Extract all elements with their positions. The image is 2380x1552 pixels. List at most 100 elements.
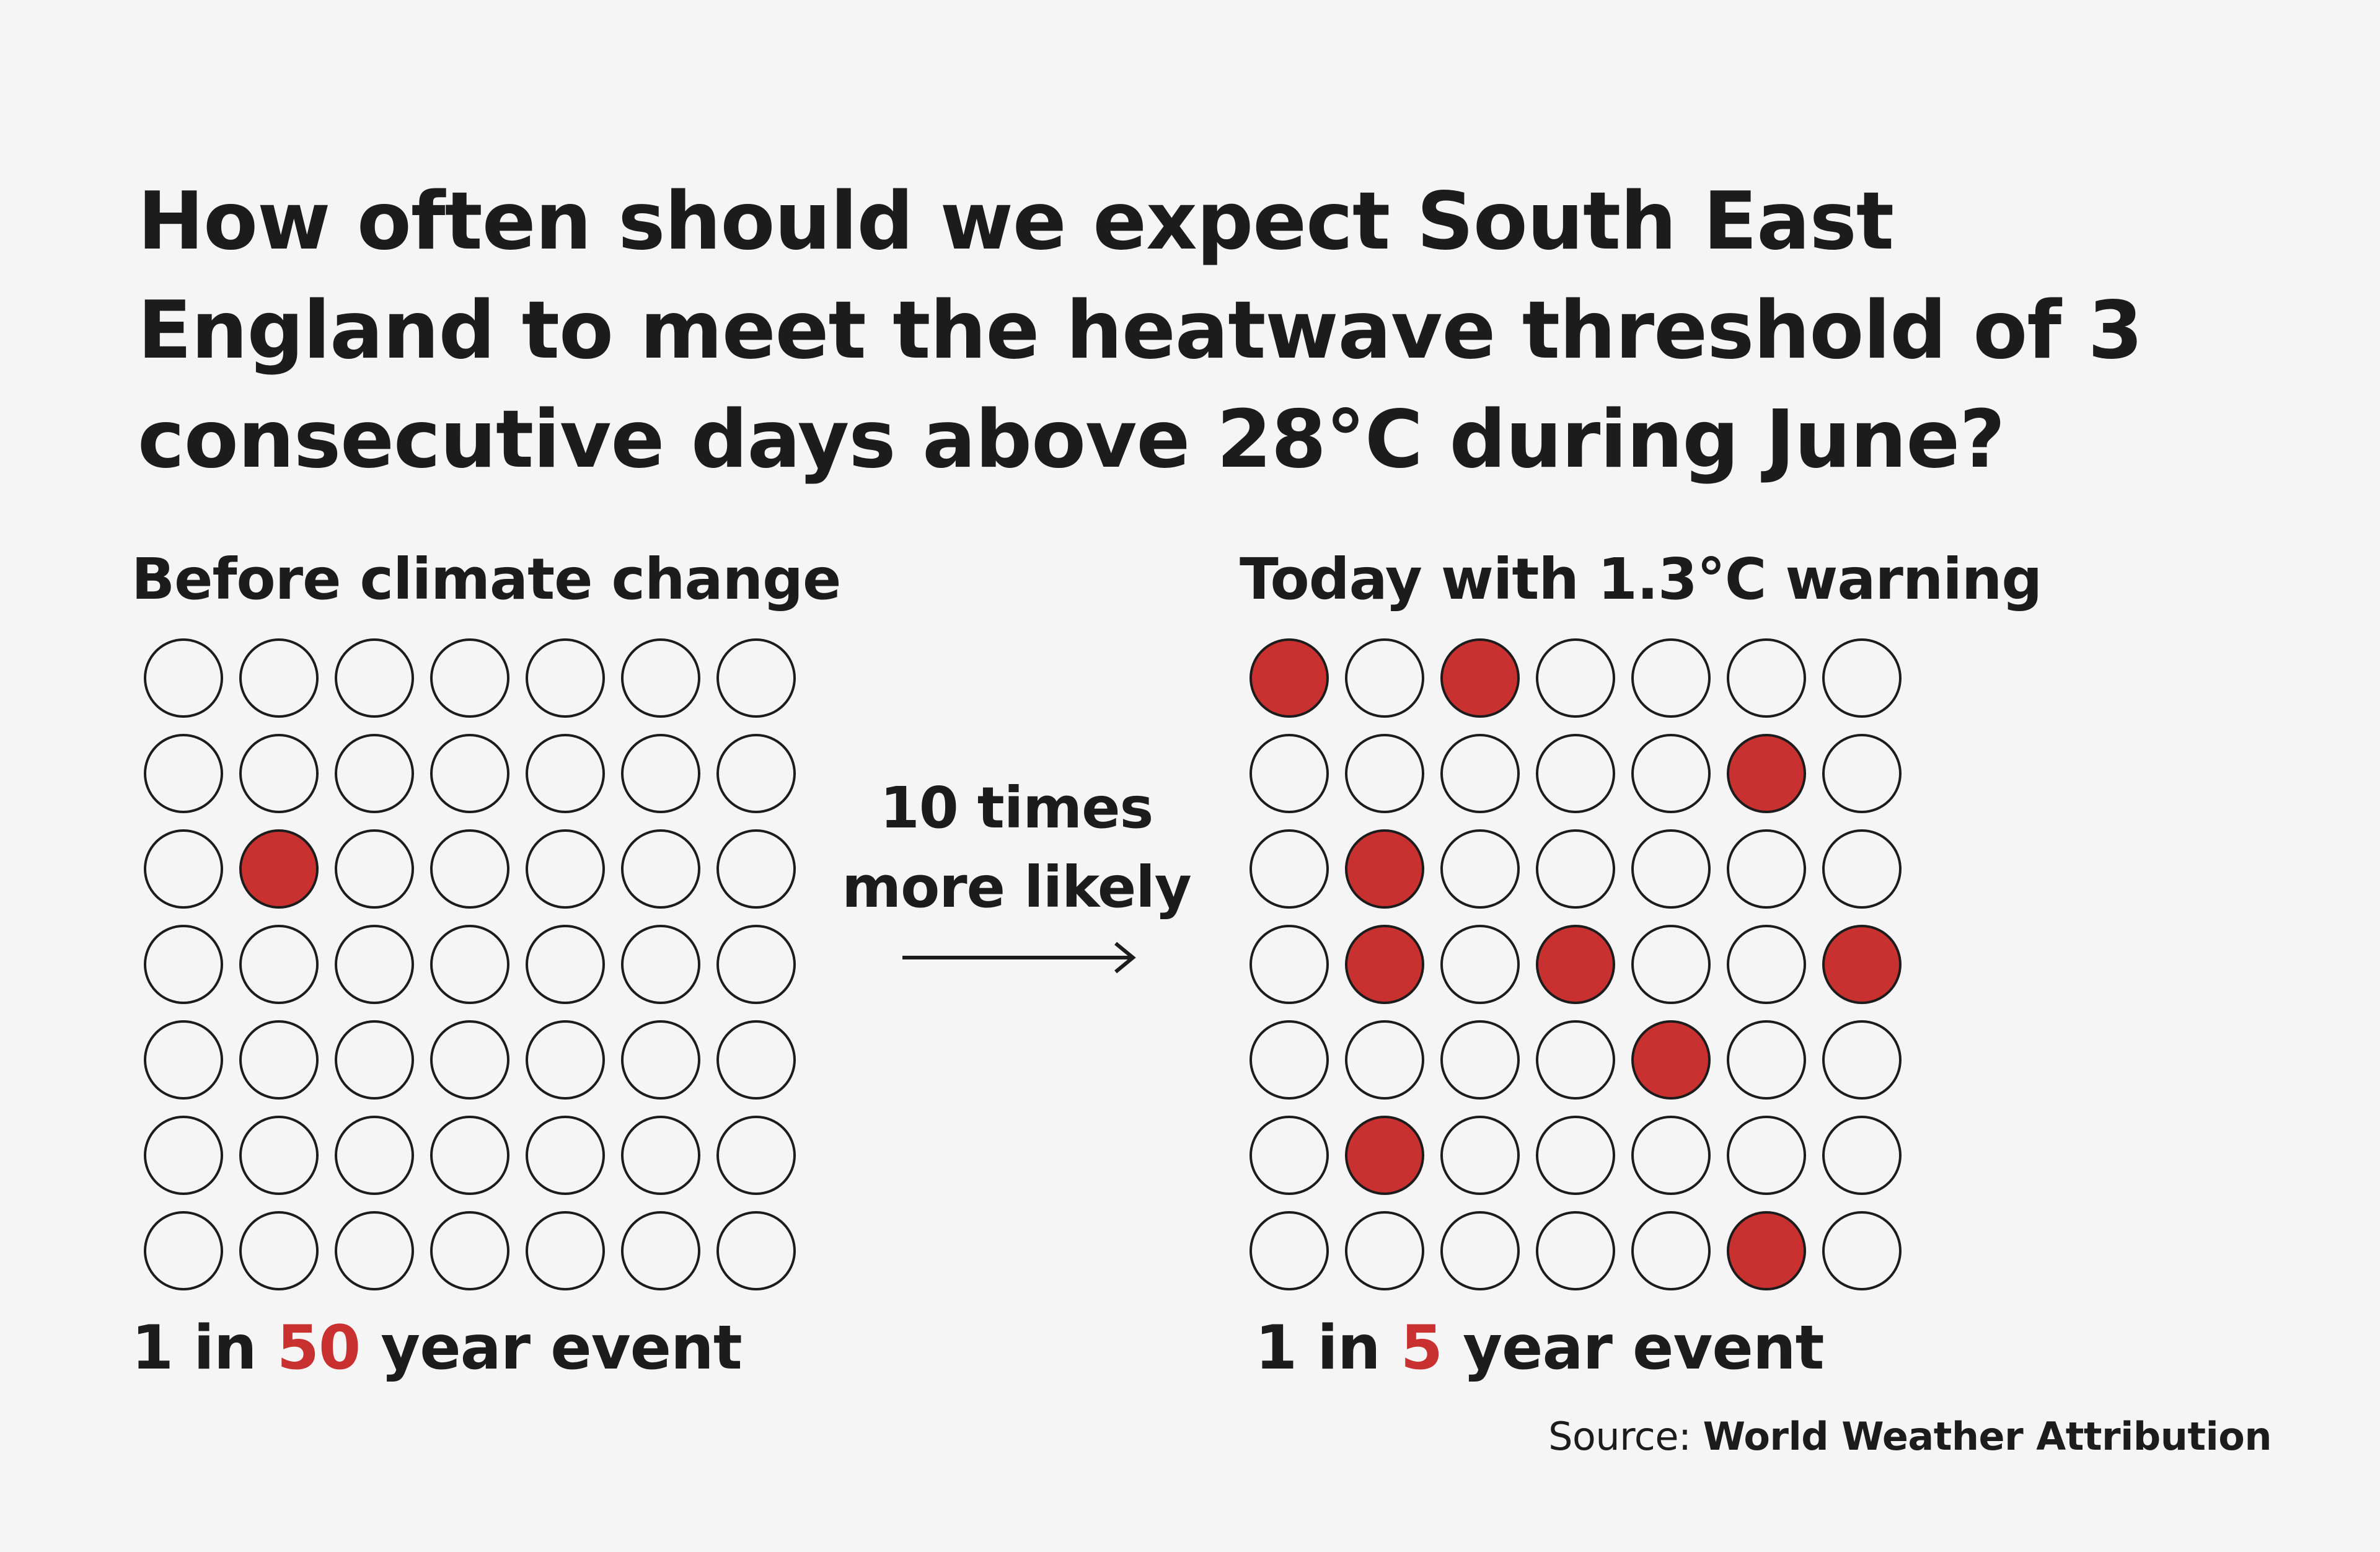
waffle-circle-empty bbox=[1822, 829, 1902, 909]
waffle-circle-empty bbox=[1440, 829, 1520, 909]
waffle-circle-empty bbox=[716, 1020, 796, 1100]
today-waffle-grid bbox=[1250, 638, 1902, 1290]
chart-title: How often should we expect South East En… bbox=[138, 175, 2143, 486]
waffle-circle-empty bbox=[1536, 1211, 1615, 1290]
waffle-circle-empty bbox=[1727, 829, 1806, 909]
waffle-circle-empty bbox=[716, 1211, 796, 1290]
waffle-circle-empty bbox=[1250, 1020, 1329, 1100]
waffle-circle-empty bbox=[621, 925, 700, 1004]
waffle-circle-filled bbox=[1345, 829, 1424, 909]
source-label: Source: bbox=[1548, 1414, 1691, 1459]
waffle-circle-empty bbox=[335, 1116, 414, 1195]
waffle-circle-empty bbox=[621, 1211, 700, 1290]
waffle-circle-filled bbox=[1250, 638, 1329, 718]
before-waffle-grid bbox=[144, 638, 796, 1290]
waffle-circle-empty bbox=[144, 925, 223, 1004]
waffle-circle-filled bbox=[239, 829, 319, 909]
waffle-circle-empty bbox=[621, 638, 700, 718]
waffle-circle-empty bbox=[1727, 638, 1806, 718]
waffle-circle-empty bbox=[526, 638, 605, 718]
today-result-text: 1 in 5 year event bbox=[1255, 1311, 1824, 1385]
waffle-circle-empty bbox=[1536, 734, 1615, 813]
waffle-circle-empty bbox=[1631, 1211, 1711, 1290]
comparison-line-1: 10 times bbox=[879, 775, 1154, 841]
today-panel-title: Today with 1.3°C warning bbox=[1240, 546, 2042, 612]
today-result-value: 5 bbox=[1400, 1313, 1443, 1383]
waffle-circle-empty bbox=[1536, 1116, 1615, 1195]
waffle-circle-filled bbox=[1727, 734, 1806, 813]
comparison-text: 10 times more likely bbox=[824, 769, 1209, 927]
waffle-circle-empty bbox=[430, 1116, 509, 1195]
waffle-circle-empty bbox=[430, 1020, 509, 1100]
waffle-circle-empty bbox=[1631, 829, 1711, 909]
waffle-circle-empty bbox=[335, 638, 414, 718]
waffle-circle-empty bbox=[621, 734, 700, 813]
waffle-circle-empty bbox=[1631, 734, 1711, 813]
before-result-prefix: 1 in bbox=[131, 1313, 277, 1383]
source-name: World Weather Attribution bbox=[1703, 1414, 2272, 1459]
waffle-circle-empty bbox=[1822, 1116, 1902, 1195]
comparison-line-2: more likely bbox=[842, 854, 1192, 920]
waffle-circle-empty bbox=[335, 1020, 414, 1100]
waffle-circle-filled bbox=[1440, 638, 1520, 718]
waffle-circle-empty bbox=[239, 925, 319, 1004]
waffle-circle-empty bbox=[1345, 734, 1424, 813]
before-panel-title: Before climate change bbox=[131, 546, 841, 612]
before-result-suffix: year event bbox=[360, 1313, 742, 1383]
today-result-prefix: 1 in bbox=[1255, 1313, 1401, 1383]
waffle-circle-empty bbox=[1631, 925, 1711, 1004]
waffle-circle-empty bbox=[1631, 1116, 1711, 1195]
right-arrow-icon bbox=[902, 941, 1136, 974]
waffle-circle-empty bbox=[621, 829, 700, 909]
before-result-text: 1 in 50 year event bbox=[131, 1311, 743, 1385]
waffle-circle-empty bbox=[1440, 1211, 1520, 1290]
source-credit: Source: World Weather Attribution bbox=[1548, 1412, 2272, 1462]
waffle-circle-empty bbox=[430, 638, 509, 718]
waffle-circle-empty bbox=[239, 734, 319, 813]
today-result-suffix: year event bbox=[1442, 1313, 1824, 1383]
waffle-circle-filled bbox=[1536, 925, 1615, 1004]
waffle-circle-filled bbox=[1631, 1020, 1711, 1100]
waffle-circle-empty bbox=[1822, 734, 1902, 813]
waffle-circle-empty bbox=[430, 734, 509, 813]
waffle-circle-empty bbox=[1822, 638, 1902, 718]
before-result-value: 50 bbox=[276, 1313, 361, 1383]
waffle-circle-empty bbox=[526, 734, 605, 813]
waffle-circle-empty bbox=[1727, 1116, 1806, 1195]
waffle-circle-empty bbox=[1345, 1211, 1424, 1290]
waffle-circle-empty bbox=[716, 829, 796, 909]
waffle-circle-empty bbox=[716, 925, 796, 1004]
waffle-circle-empty bbox=[144, 1116, 223, 1195]
waffle-circle-empty bbox=[430, 1211, 509, 1290]
waffle-circle-empty bbox=[1440, 1020, 1520, 1100]
waffle-circle-empty bbox=[1250, 1116, 1329, 1195]
waffle-circle-empty bbox=[1822, 1020, 1902, 1100]
waffle-circle-empty bbox=[1250, 734, 1329, 813]
waffle-circle-filled bbox=[1345, 1116, 1424, 1195]
waffle-circle-empty bbox=[526, 925, 605, 1004]
waffle-circle-empty bbox=[1822, 1211, 1902, 1290]
waffle-circle-empty bbox=[1536, 638, 1615, 718]
waffle-circle-empty bbox=[1440, 734, 1520, 813]
waffle-circle-empty bbox=[1727, 925, 1806, 1004]
waffle-circle-empty bbox=[335, 925, 414, 1004]
waffle-circle-empty bbox=[716, 734, 796, 813]
waffle-circle-empty bbox=[1345, 638, 1424, 718]
waffle-circle-empty bbox=[1536, 829, 1615, 909]
waffle-circle-empty bbox=[1250, 925, 1329, 1004]
waffle-circle-empty bbox=[716, 638, 796, 718]
waffle-circle-empty bbox=[526, 1116, 605, 1195]
waffle-circle-empty bbox=[239, 638, 319, 718]
waffle-circle-empty bbox=[526, 1020, 605, 1100]
waffle-circle-empty bbox=[716, 1116, 796, 1195]
waffle-circle-empty bbox=[1631, 638, 1711, 718]
waffle-circle-empty bbox=[239, 1211, 319, 1290]
waffle-circle-empty bbox=[1440, 925, 1520, 1004]
waffle-circle-empty bbox=[1250, 829, 1329, 909]
waffle-circle-empty bbox=[430, 829, 509, 909]
waffle-circle-empty bbox=[144, 829, 223, 909]
waffle-circle-empty bbox=[144, 734, 223, 813]
waffle-circle-empty bbox=[1727, 1020, 1806, 1100]
waffle-circle-empty bbox=[1536, 1020, 1615, 1100]
waffle-circle-empty bbox=[144, 638, 223, 718]
